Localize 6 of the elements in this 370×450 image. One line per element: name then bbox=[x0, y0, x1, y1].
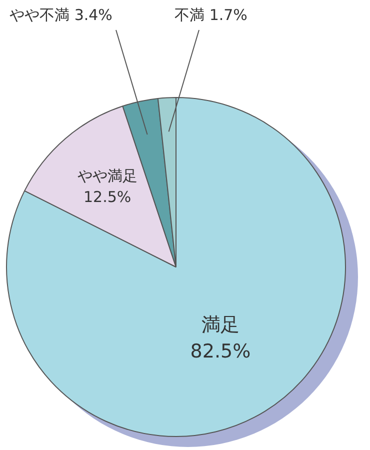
slice-label: やや不満 3.4% bbox=[10, 6, 112, 24]
data-label: 12.5% bbox=[83, 188, 132, 206]
slice-label: 満足 bbox=[201, 314, 240, 336]
slice-label: 不満 1.7% bbox=[174, 6, 248, 24]
data-label: 82.5% bbox=[190, 340, 251, 362]
slice-label: やや満足 bbox=[77, 166, 138, 185]
